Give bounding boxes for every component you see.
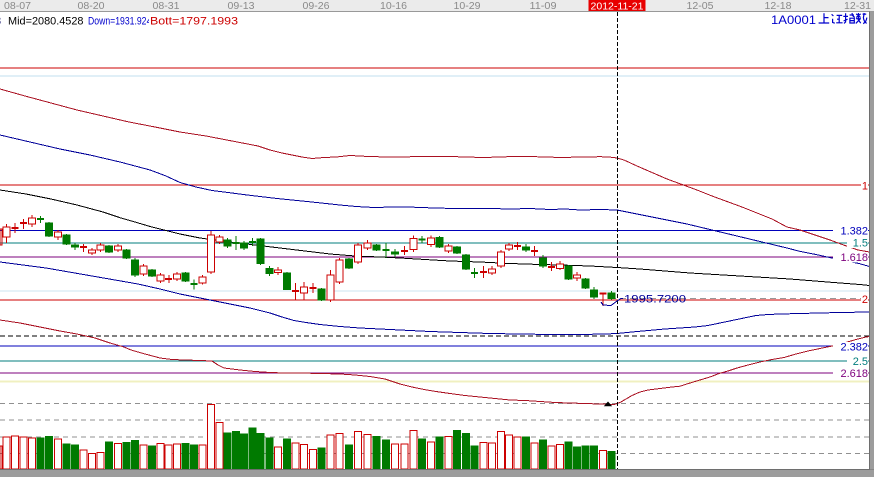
svg-text:09-13: 09-13 [228,1,255,12]
svg-text:08-07: 08-07 [4,1,31,12]
svg-text:1.382: 1.382 [840,226,868,238]
svg-text:10-29: 10-29 [454,1,481,12]
svg-text:2.5: 2.5 [853,356,868,368]
svg-text:1995.7200: 1995.7200 [624,294,686,306]
svg-text:10-16: 10-16 [380,1,407,12]
svg-text:2.618: 2.618 [840,368,868,380]
svg-text:Down=1931.92: Down=1931.92 [88,16,147,28]
svg-text:08-20: 08-20 [78,1,105,12]
svg-text:1A0001: 1A0001 [771,13,816,27]
svg-text:Bott=1797.1993: Bott=1797.1993 [150,16,238,28]
svg-text:2.382: 2.382 [840,342,868,354]
svg-text:2: 2 [862,294,868,306]
svg-text:Mid=2080.4528: Mid=2080.4528 [8,16,84,28]
svg-text:2012-11-21: 2012-11-21 [591,2,644,13]
svg-text:8: 8 [0,16,1,28]
svg-text:1.5: 1.5 [853,238,868,250]
svg-text:1: 1 [862,181,868,193]
svg-text:1.618: 1.618 [840,252,868,264]
svg-text:08-31: 08-31 [153,1,180,12]
svg-text:12-31: 12-31 [844,1,871,12]
svg-text:11-09: 11-09 [530,1,557,12]
svg-text:12-18: 12-18 [765,1,792,12]
svg-text:09-26: 09-26 [303,1,330,12]
svg-text:12-05: 12-05 [687,1,714,12]
